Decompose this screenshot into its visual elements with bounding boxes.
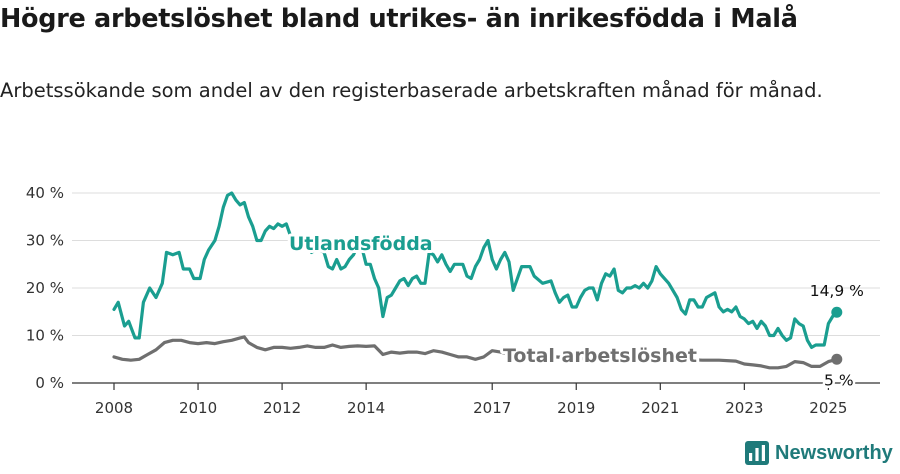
y-tick-label: 10 % (26, 327, 64, 345)
newsworthy-logo-icon (745, 441, 769, 465)
total-arbetsloshet-line (112, 335, 839, 370)
x-tick-label: 2008 (95, 399, 133, 417)
newsworthy-logo: Newsworthy (745, 441, 893, 465)
y-tick-label: 20 % (26, 279, 64, 297)
y-tick-label: 0 % (35, 374, 64, 392)
x-tick-label: 2021 (641, 399, 679, 417)
total-arbetsloshet-end-point (831, 353, 843, 365)
x-tick-label: 2025 (809, 399, 847, 417)
end-value-label-total-halo: 5 % (824, 371, 854, 389)
y-tick-label: 40 % (26, 184, 64, 202)
x-tick-label: 2014 (347, 399, 385, 417)
x-tick-label: 2017 (473, 399, 511, 417)
x-axis: 2008 2010 2012 2014 2017 2019 2021 2023 2025 (72, 382, 880, 417)
utlandsfodda-line (112, 191, 839, 349)
chart-subtitle: Arbetssökande som andel av den registerb… (0, 79, 823, 102)
y-tick-label: 30 % (26, 232, 64, 250)
end-value-label-total: 5 % (824, 371, 854, 389)
x-tick-label: 2019 (557, 399, 595, 417)
gridlines (72, 192, 880, 336)
utlandsfodda-end-point (831, 306, 843, 318)
chart-title: Högre arbetslöshet bland utrikes- än inr… (0, 4, 798, 34)
brand-name: Newsworthy (775, 441, 893, 464)
x-tick-label: 2023 (725, 399, 763, 417)
series-label-total: Total arbetslöshet (503, 345, 697, 367)
y-axis: 0 % 10 % 20 % 30 % 40 % (26, 184, 64, 392)
series-group (112, 191, 843, 370)
x-tick-label: 2012 (263, 399, 301, 417)
series-label-total-halo: Total arbetslöshet (503, 345, 697, 367)
series-label-utlandsfodda: Utlandsfödda (289, 233, 433, 255)
series-label-utlandsfodda-halo: Utlandsfödda (289, 233, 433, 255)
x-tick-label: 2010 (179, 399, 217, 417)
end-value-label-utlandsfodda: 14,9 % (810, 282, 864, 300)
